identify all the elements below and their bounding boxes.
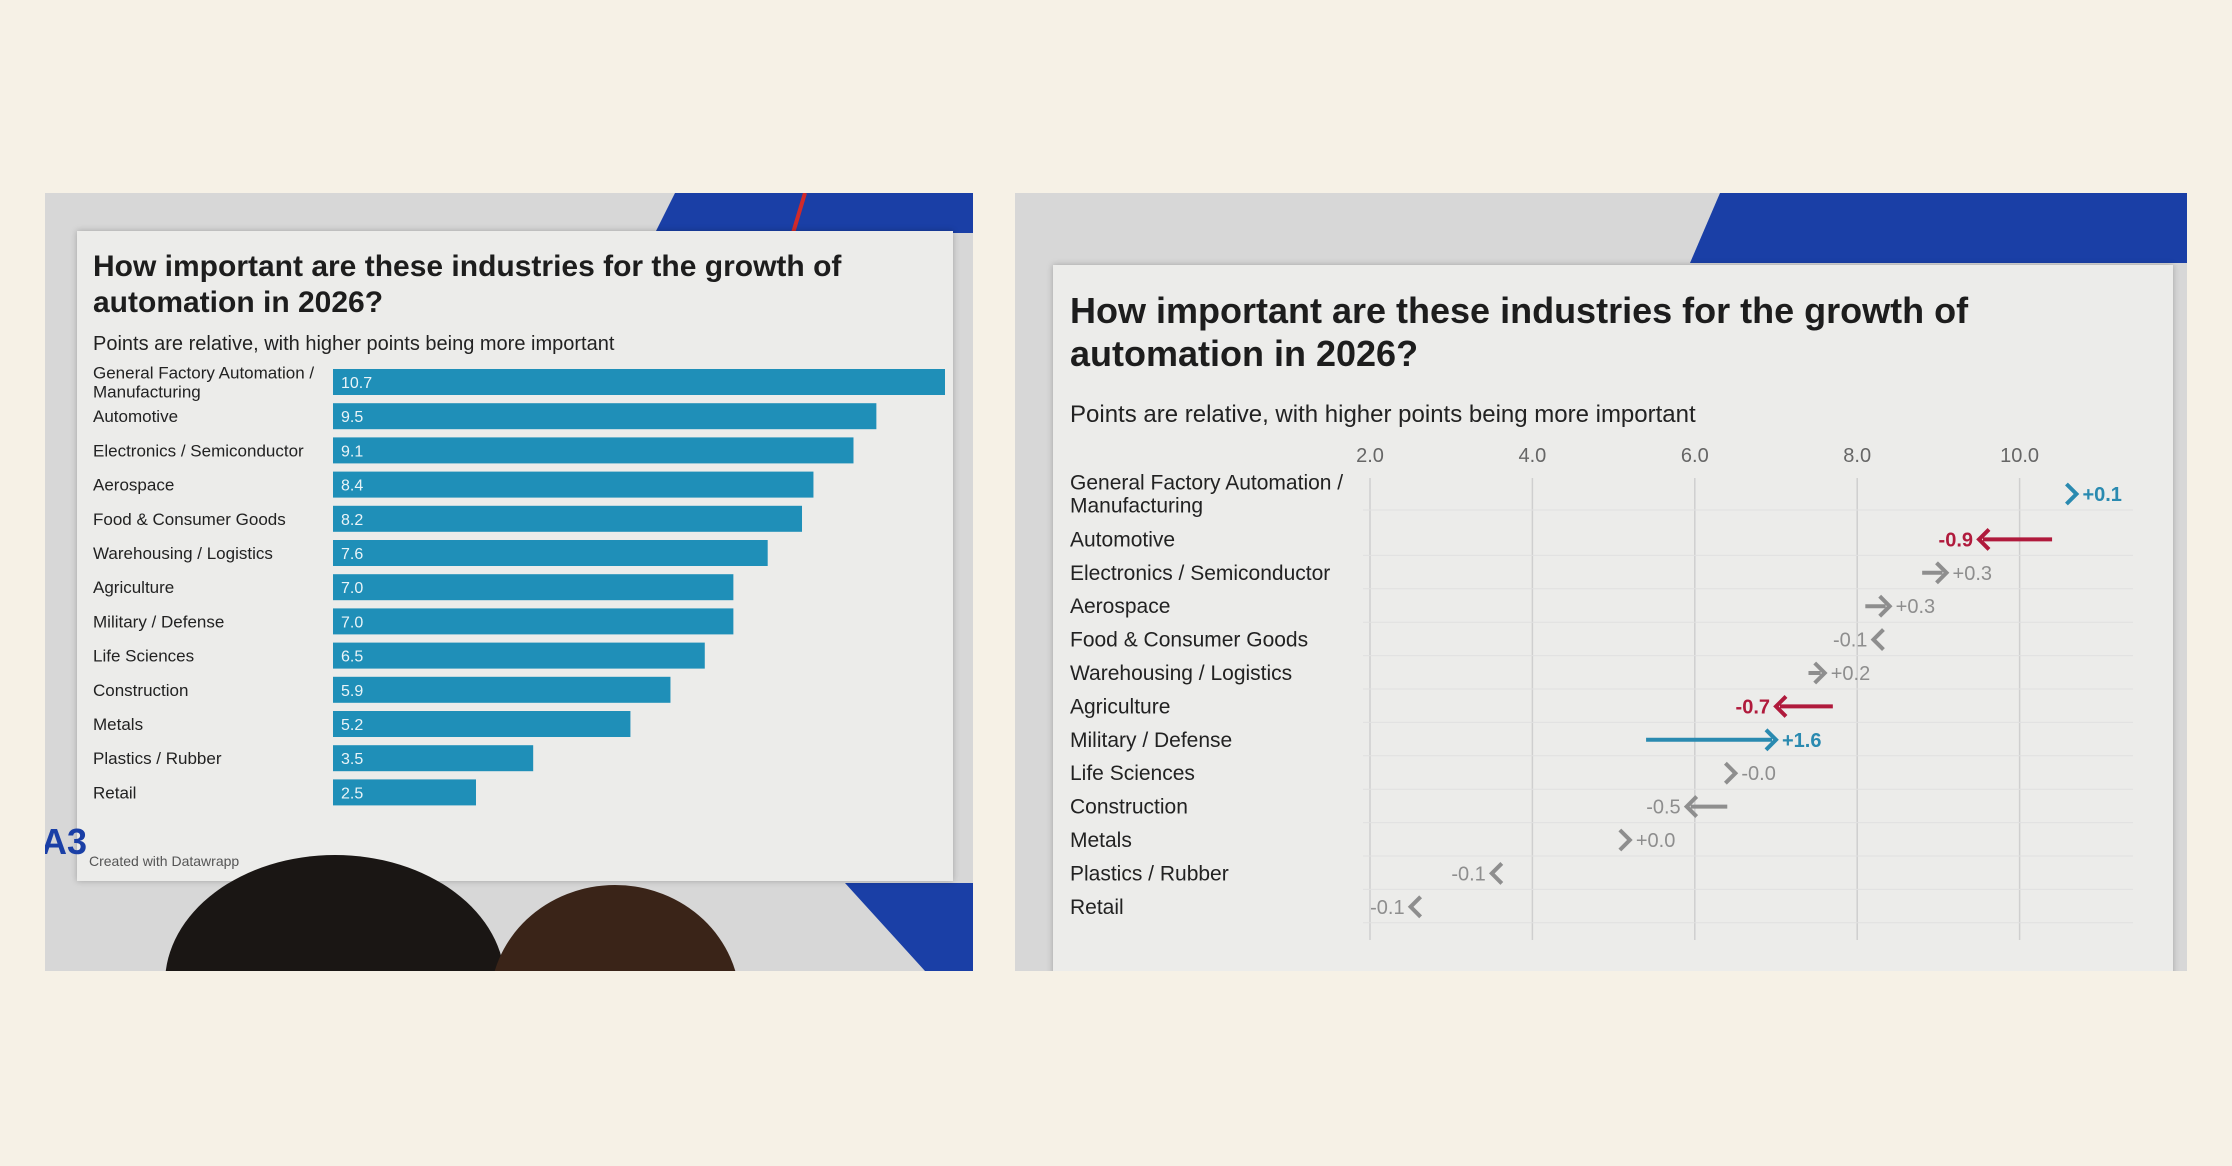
arrow-category-label: Military / Defense [1070,729,1232,752]
change-label: +0.1 [2082,484,2121,506]
bar [333,540,768,566]
arrow-category-label: Aerospace [1070,595,1170,618]
change-arrow [1976,527,2053,551]
change-arrow [1618,828,1633,852]
change-arrow [1683,795,1728,819]
bar-category-label: Agriculture [93,578,174,597]
change-label: -0.1 [1833,630,1867,652]
change-arrow [1808,661,1828,685]
change-arrow [1865,594,1893,618]
x-tick-label: 4.0 [1518,445,1546,467]
bar [333,642,705,669]
x-tick-label: 2.0 [1356,445,1384,467]
x-tick-label: 6.0 [1681,445,1709,467]
bar [333,779,476,806]
change-label: -0.0 [1741,763,1775,785]
chart-title: How important are these industries for t… [93,250,842,319]
arrow-chart: 2.0 4.0 6.0 8.0 10.0 General Factory Automati… [1070,445,2133,940]
left-photo: How important are these industries for t… [45,193,973,971]
bar-category-label: Plastics / Rubber [93,749,222,768]
bar-category-label: Retail [93,783,136,802]
bar-value-label: 3.5 [341,751,363,768]
chart-subtitle: Points are relative, with higher points … [93,333,615,355]
change-label: -0.5 [1646,797,1680,819]
bar [333,574,734,601]
top-blue-shape [655,193,973,234]
bar-value-label: 8.2 [341,512,363,529]
bar-category-label: Life Sciences [93,647,194,666]
bar-value-label: 6.5 [341,649,363,666]
bar-category-label: Food & Consumer Goods [93,510,286,529]
bar [333,676,671,703]
arrow-category-label: Agriculture [1070,695,1170,718]
change-arrow [2065,482,2080,506]
change-label: +0.3 [1953,563,1992,585]
bar-value-label: 8.4 [341,478,363,495]
left-slide: How important are these industries for t… [77,231,953,881]
x-tick-label: 10.0 [2000,445,2039,467]
change-arrow [1407,895,1423,919]
change-label: +0.2 [1831,663,1870,685]
bar-category-label: Electronics / Semiconductor [93,441,304,460]
change-arrow [1773,694,1833,718]
arrow-category-label: Warehousing / Logistics [1070,662,1292,685]
top-blue-shape [1690,193,2187,263]
arrow-category-label: Life Sciences [1070,762,1195,785]
change-label: -0.7 [1736,696,1770,718]
bar-value-label: 7.0 [341,580,363,597]
bar-value-label: 9.1 [341,443,363,460]
change-label: -0.9 [1939,529,1973,551]
bar-category-label: Warehousing / Logistics [93,544,273,563]
logo-fragment: A3 [45,821,88,862]
arrow-category-label: General Factory Automation / Manufacturin… [1070,471,1343,517]
bar [333,711,631,737]
arrow-category-label: Food & Consumer Goods [1070,629,1308,652]
x-tick-label: 8.0 [1843,445,1871,467]
arrow-category-label: Metals [1070,829,1132,852]
bar [333,505,803,532]
change-label: +1.6 [1782,730,1821,752]
chart-subtitle: Points are relative, with higher points … [1070,401,1696,428]
audience-heads [165,855,736,971]
change-arrow [1922,561,1950,585]
bar-category-label: General Factory Automation / Manufacturin… [93,364,314,402]
bar-value-label: 5.2 [341,717,363,734]
bar-category-label: Automotive [93,407,178,426]
chart-title: How important are these industries for t… [1070,290,1969,375]
bar-chart: General Factory Automation / Manufacturin… [93,364,945,806]
bar-category-label: Aerospace [93,476,174,495]
bar-value-label: 7.0 [341,614,363,631]
arrow-category-label: Construction [1070,796,1188,819]
chart-footer: Created with Datawrapp [89,853,240,869]
arrow-category-label: Retail [1070,896,1124,919]
change-arrow [1646,728,1779,752]
change-label: +0.3 [1896,596,1935,618]
bar-value-label: 2.5 [341,785,363,802]
arrow-category-label: Plastics / Rubber [1070,862,1229,885]
bar-category-label: Construction [93,681,188,700]
bar-value-label: 7.6 [341,546,363,563]
bar [333,745,534,772]
right-slide: How important are these industries for t… [1053,265,2173,971]
bottom-blue-shape [845,883,973,971]
right-photo: How important are these industries for t… [1015,193,2187,971]
change-arrow [1870,628,1885,652]
change-label: -0.1 [1451,863,1485,885]
bar [333,437,854,464]
arrow-category-label: Electronics / Semiconductor [1070,562,1330,585]
change-arrow [1723,761,1739,785]
bar [333,403,877,430]
bar-value-label: 10.7 [341,375,372,392]
bar [333,369,945,395]
change-label: -0.1 [1370,897,1404,919]
change-arrow [1488,861,1504,885]
bar-value-label: 9.5 [341,409,363,426]
arrow-category-label: Automotive [1070,528,1175,551]
bar-category-label: Metals [93,715,143,734]
bar [333,471,814,498]
change-label: +0.0 [1636,830,1675,852]
bar-category-label: Military / Defense [93,612,224,631]
bar [333,608,734,635]
bar-value-label: 5.9 [341,683,363,700]
